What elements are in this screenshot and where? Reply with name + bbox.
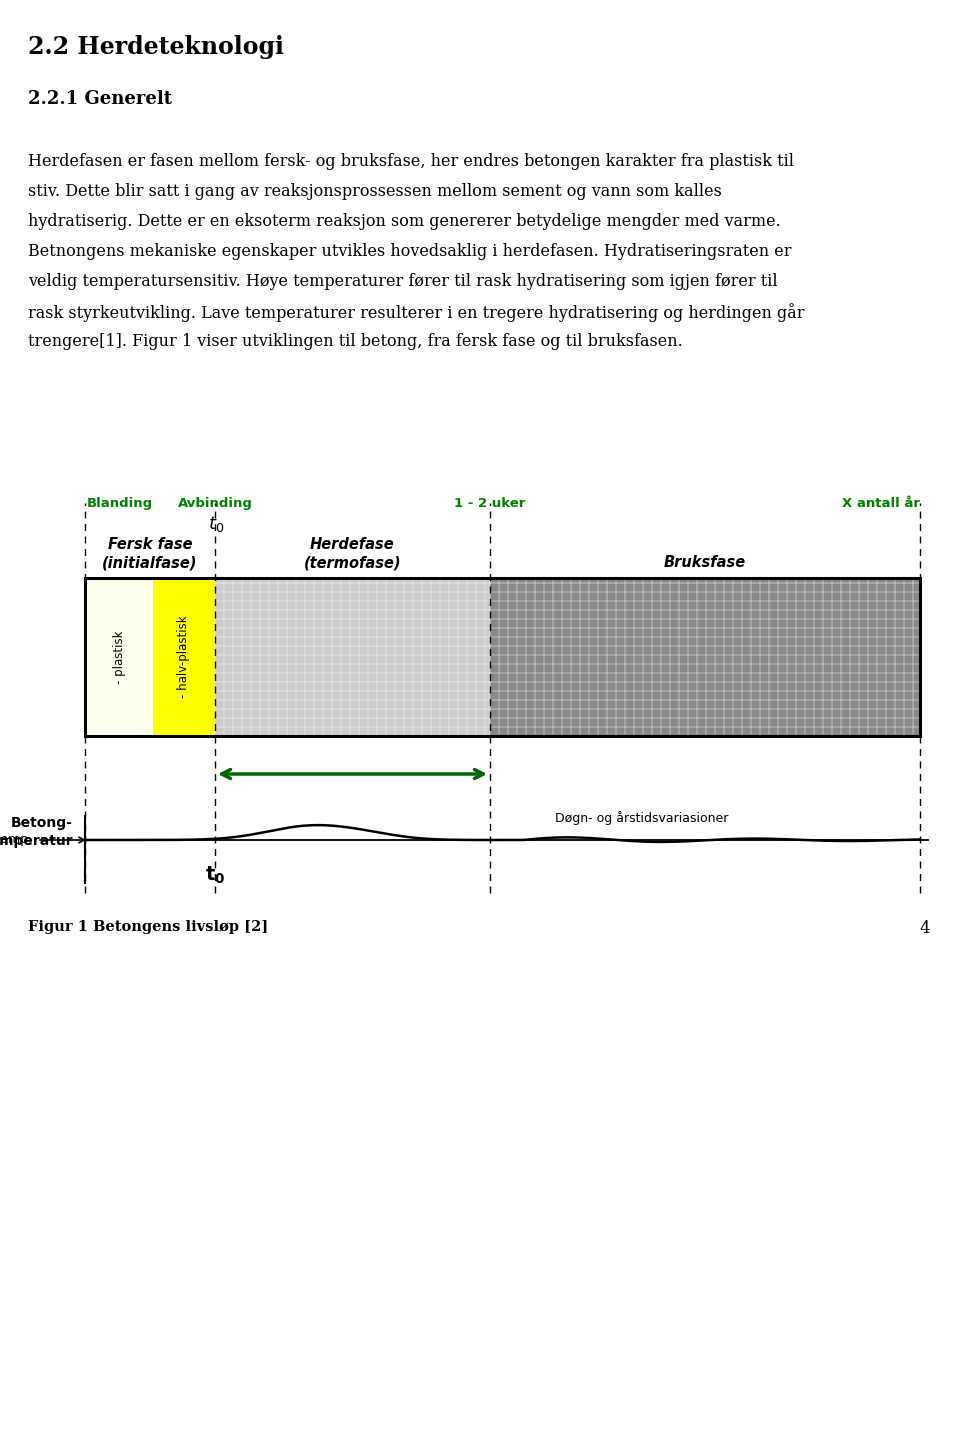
Text: rask styrkeutvikling. Lave temperaturer resulterer i en tregere hydratisering og: rask styrkeutvikling. Lave temperaturer …	[28, 303, 804, 321]
Text: veldig temperatursensitiv. Høye temperaturer fører til rask hydratisering som ig: veldig temperatursensitiv. Høye temperat…	[28, 274, 778, 290]
Bar	[215, 578, 490, 736]
Text: 1 - 2 uker: 1 - 2 uker	[454, 497, 526, 510]
Text: X antall år: X antall år	[842, 497, 920, 510]
Text: 2.2.1 Generelt: 2.2.1 Generelt	[28, 90, 172, 109]
Text: $t_0$: $t_0$	[208, 514, 224, 534]
Text: trengere[1]. Figur 1 viser utviklingen til betong, fra fersk fase og til bruksfa: trengere[1]. Figur 1 viser utviklingen t…	[28, 333, 683, 350]
Text: Herdefase
(termofase): Herdefase (termofase)	[303, 537, 401, 571]
Text: hydratiserig. Dette er en eksoterm reaksjon som genererer betydelige mengder med: hydratiserig. Dette er en eksoterm reaks…	[28, 213, 780, 230]
Text: - halv-plastisk: - halv-plastisk	[178, 615, 190, 698]
Text: Fersk fase
(initialfase): Fersk fase (initialfase)	[103, 537, 198, 571]
Text: Betnongens mekaniske egenskaper utvikles hovedsaklig i herdefasen. Hydratisering: Betnongens mekaniske egenskaper utvikles…	[28, 243, 791, 261]
Text: Blanding: Blanding	[87, 497, 154, 510]
Bar	[153, 578, 215, 736]
Bar	[85, 578, 920, 736]
Text: Avbinding: Avbinding	[178, 497, 252, 510]
Text: Bruksfase: Bruksfase	[664, 555, 746, 571]
Text: Blandetemp.: Blandetemp.	[0, 834, 33, 847]
Bar	[490, 578, 920, 736]
Text: $\mathbf{t}_\mathbf{0}$: $\mathbf{t}_\mathbf{0}$	[204, 864, 226, 886]
Text: stiv. Dette blir satt i gang av reaksjonsprossessen mellom sement og vann som ka: stiv. Dette blir satt i gang av reaksjon…	[28, 182, 722, 200]
Text: Døgn- og årstidsvariasioner: Døgn- og årstidsvariasioner	[555, 811, 729, 825]
Text: - plastisk: - plastisk	[112, 630, 126, 683]
Text: Figur 1 Betongens livsløp [2]: Figur 1 Betongens livsløp [2]	[28, 919, 268, 934]
Text: 4: 4	[920, 919, 930, 937]
Bar	[85, 578, 153, 736]
Text: Herdefasen er fasen mellom fersk- og bruksfase, her endres betongen karakter fra: Herdefasen er fasen mellom fersk- og bru…	[28, 153, 794, 169]
Text: 2.2 Herdeteknologi: 2.2 Herdeteknologi	[28, 35, 284, 59]
Text: Betong-
temperatur: Betong- temperatur	[0, 815, 73, 849]
